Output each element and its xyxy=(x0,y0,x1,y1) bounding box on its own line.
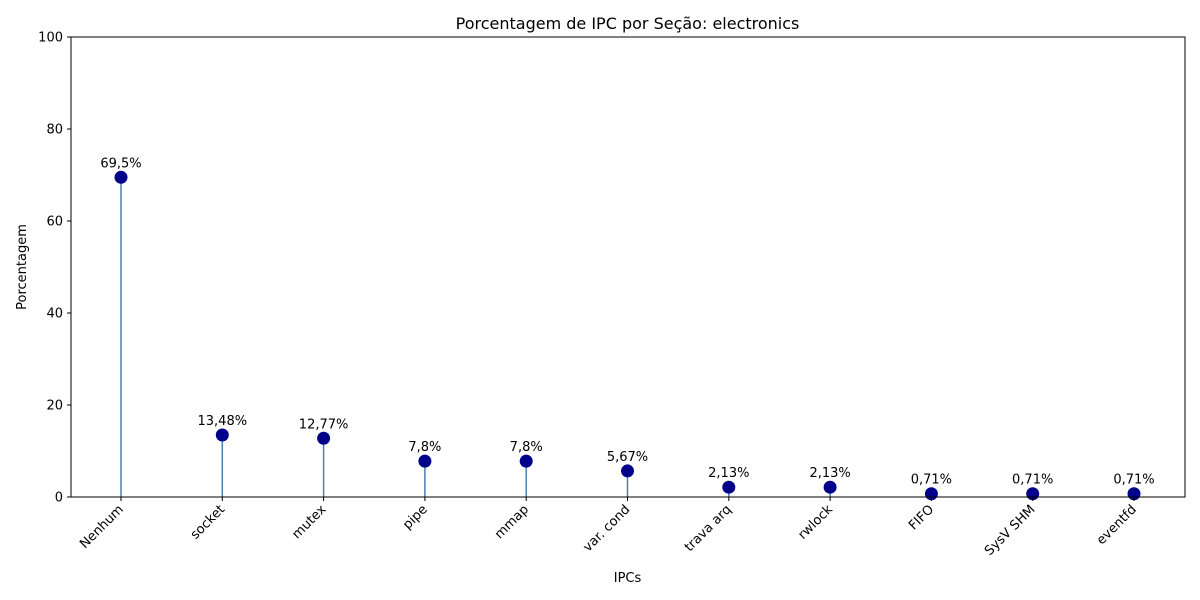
data-label: 2,13% xyxy=(809,466,850,481)
plot-frame xyxy=(70,36,1186,498)
data-point xyxy=(621,464,634,478)
x-tick-label: FIFO xyxy=(906,502,937,533)
x-tick-label: SysV SHM xyxy=(982,502,1039,559)
data-point xyxy=(722,480,736,494)
data-label: 69,5% xyxy=(100,156,141,171)
plot-area: 0 20 40 60 80 100 69,5% Nenhum 13,48% socket 12,77… xyxy=(38,31,1154,559)
data-point xyxy=(418,454,432,468)
data-label: 5,67% xyxy=(607,450,648,465)
data-label: 7,8% xyxy=(408,440,441,455)
data-label: 13,48% xyxy=(198,414,248,429)
x-tick-label: trava arq xyxy=(682,502,735,555)
x-tick-label: pipe xyxy=(400,502,430,532)
y-tick-label: 40 xyxy=(46,307,63,322)
x-axis-label: IPCs xyxy=(614,571,642,586)
y-tick-label: 20 xyxy=(46,399,63,414)
data-point xyxy=(519,454,533,468)
x-tick-label: mmap xyxy=(492,502,532,542)
data-point xyxy=(317,431,331,445)
y-tick-label: 0 xyxy=(55,491,63,506)
data-point xyxy=(823,480,837,494)
x-tick-label: socket xyxy=(188,502,228,542)
data-label: 0,71% xyxy=(1012,473,1053,488)
y-tick-label: 80 xyxy=(46,123,63,138)
data-label: 0,71% xyxy=(911,473,952,488)
x-tick-label: var. cond xyxy=(581,502,634,555)
x-tick-label: rwlock xyxy=(795,502,836,543)
data-label: 0,71% xyxy=(1113,473,1154,488)
y-axis-label: Porcentagem xyxy=(15,224,30,310)
data-label: 2,13% xyxy=(708,466,749,481)
data-point xyxy=(114,170,128,184)
chart-title: Porcentagem de IPC por Seção: electronic… xyxy=(456,14,800,33)
y-tick-label: 60 xyxy=(46,215,63,230)
x-tick-label: mutex xyxy=(289,502,329,542)
x-tick-label: Nenhum xyxy=(77,502,127,552)
data-label: 7,8% xyxy=(510,440,543,455)
x-tick-label: eventfd xyxy=(1094,502,1140,548)
data-label: 12,77% xyxy=(299,417,349,432)
y-tick-label: 100 xyxy=(38,31,63,46)
data-point xyxy=(215,428,229,442)
